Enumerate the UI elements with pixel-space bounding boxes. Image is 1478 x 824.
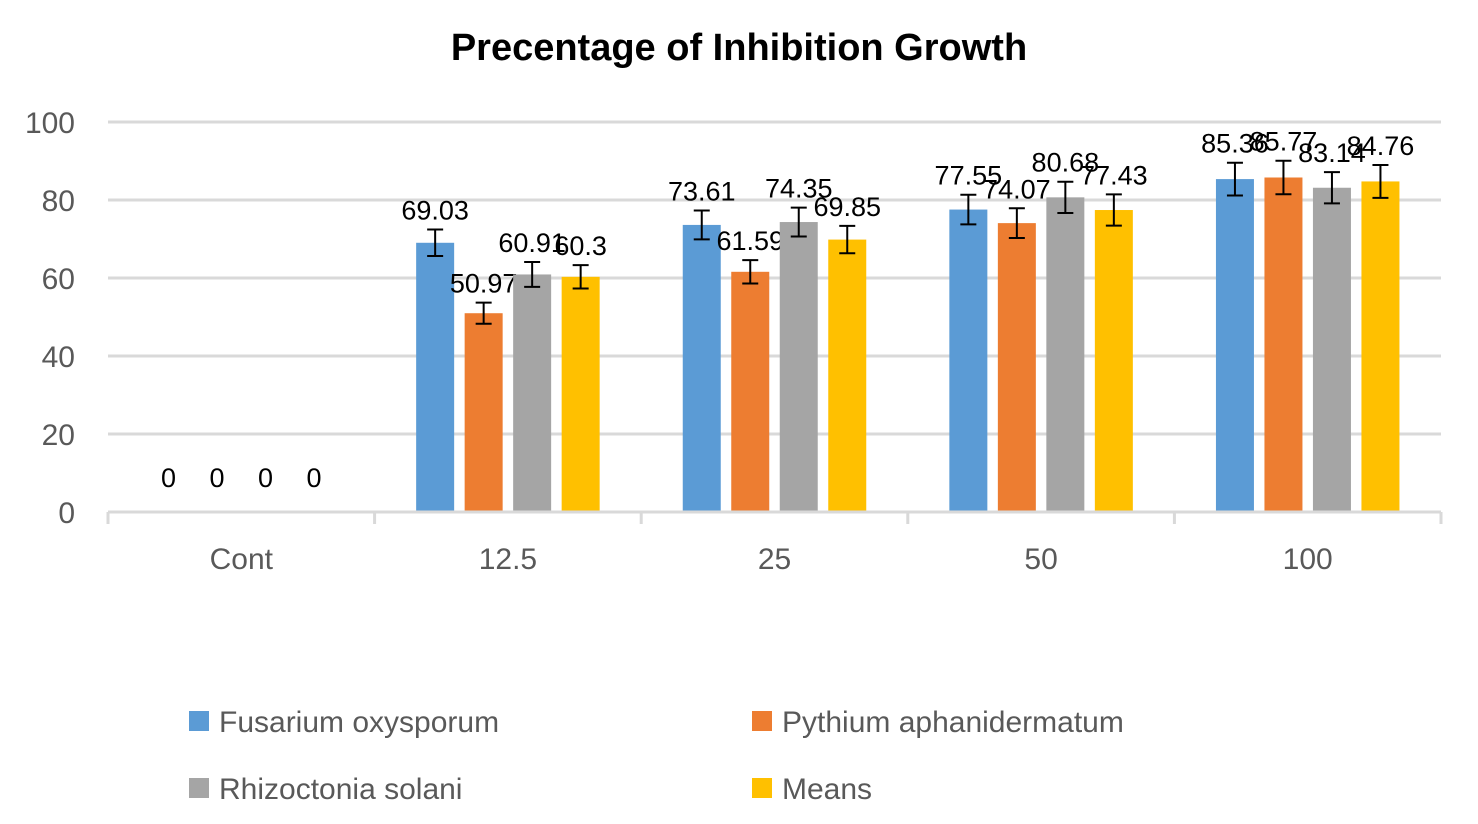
bar: [513, 274, 552, 512]
x-tick-label: 25: [758, 543, 791, 576]
bar: [1361, 181, 1400, 512]
x-tick-label: 100: [1283, 543, 1333, 576]
data-label: 83.14: [1298, 138, 1366, 168]
data-label: 50.97: [450, 269, 518, 299]
x-tick-label: Cont: [210, 543, 274, 576]
bar: [1312, 187, 1351, 512]
data-label: 85.77: [1250, 127, 1318, 157]
data-label: 85.36: [1201, 129, 1269, 159]
data-label: 0: [210, 463, 225, 493]
legend-label: Pythium aphanidermatum: [782, 706, 1124, 739]
legend-label: Means: [782, 773, 872, 806]
data-label: 60.3: [554, 231, 607, 261]
data-label: 80.68: [1032, 148, 1100, 178]
data-label: 0: [161, 463, 176, 493]
data-label: 74.35: [765, 174, 833, 204]
data-label: 84.76: [1347, 131, 1415, 161]
data-label: 77.55: [935, 161, 1003, 191]
bar: [464, 313, 503, 512]
legend-swatch: [752, 778, 772, 798]
bar: [1046, 197, 1085, 512]
y-tick-label: 40: [42, 341, 75, 374]
bar: [416, 242, 455, 512]
data-label: 73.61: [668, 176, 736, 206]
data-label: 74.07: [983, 174, 1051, 204]
data-label: 60.91: [498, 228, 566, 258]
bar: [779, 222, 818, 512]
data-label: 0: [258, 463, 273, 493]
chart-title: Precentage of Inhibition Growth: [451, 27, 1027, 69]
bar: [731, 271, 770, 512]
legend-swatch: [752, 711, 772, 731]
data-label: 69.85: [813, 192, 881, 222]
legend-label: Rhizoctonia solani: [219, 773, 462, 806]
bar: [828, 239, 867, 512]
y-tick-label: 20: [42, 419, 75, 452]
data-label: 0: [307, 463, 322, 493]
bar: [997, 223, 1036, 512]
data-label: 69.03: [401, 196, 469, 226]
data-label: 77.43: [1080, 160, 1148, 190]
x-tick-label: 12.5: [479, 543, 537, 576]
bar: [561, 276, 600, 512]
bar: [1215, 179, 1254, 512]
x-tick-label: 50: [1024, 543, 1057, 576]
bar: [949, 209, 988, 512]
y-tick-label: 80: [42, 185, 75, 218]
data-label: 61.59: [716, 226, 784, 256]
legend-swatch: [189, 711, 209, 731]
bar: [682, 224, 721, 512]
y-tick-label: 60: [42, 263, 75, 296]
y-tick-label: 100: [25, 107, 75, 140]
legend-swatch: [189, 778, 209, 798]
y-tick-label: 0: [58, 497, 75, 530]
legend-label: Fusarium oxysporum: [219, 706, 499, 739]
bar: [1094, 210, 1133, 512]
bar: [1264, 177, 1303, 512]
